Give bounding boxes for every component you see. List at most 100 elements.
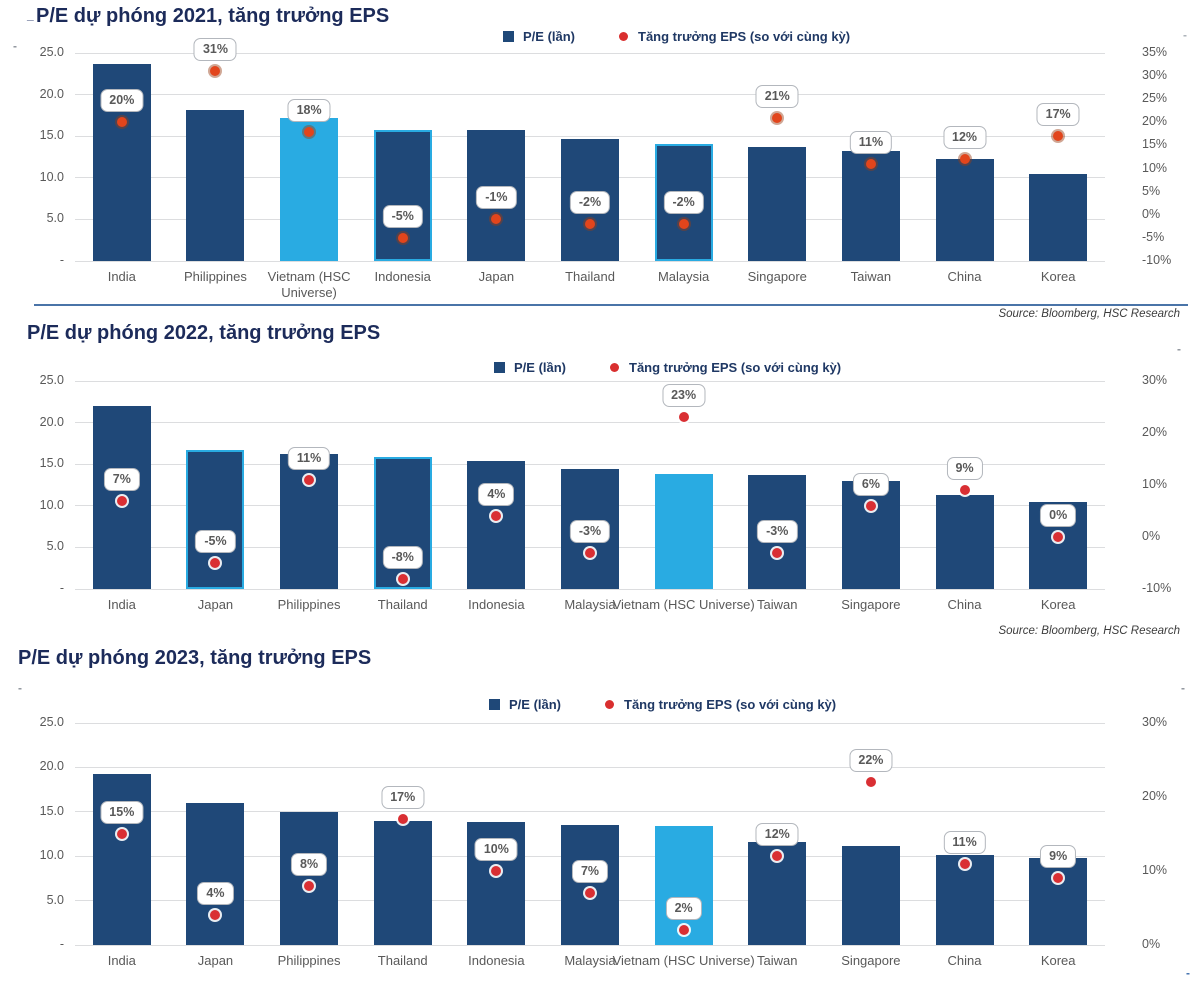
gridline	[75, 52, 1105, 54]
x-label-china: China	[947, 269, 982, 284]
pe-legend-marker-icon	[503, 31, 514, 42]
x-label-japan: Japan	[197, 953, 234, 968]
right-axis-tick: 0%	[1142, 529, 1161, 543]
bar-taiwan	[841, 151, 900, 261]
artifact-dash: -	[18, 681, 22, 695]
eps-label-china: 11%	[943, 830, 986, 854]
eps-dot-vietnam-hsc-universe	[678, 925, 689, 936]
eps-label-korea: 0%	[1040, 504, 1077, 527]
artifact-dash: -	[13, 39, 17, 53]
x-label-philippines: Philippines	[277, 953, 341, 968]
right-axis-tick: 20%	[1142, 114, 1168, 129]
eps-dot-india	[116, 495, 127, 506]
x-label-singapore: Singapore	[747, 269, 807, 284]
artifact-dash: -	[1177, 342, 1181, 356]
eps-dot-singapore	[772, 112, 783, 123]
eps-label-malaysia: 7%	[571, 860, 609, 884]
eps-dot-china	[959, 858, 970, 869]
eps-dot-china	[959, 154, 970, 165]
source-note-2022: Source: Bloomberg, HSC Research	[998, 625, 1180, 637]
bar-korea	[1029, 173, 1088, 261]
eps-dot-malaysia	[585, 547, 595, 558]
x-label-china: China	[947, 953, 982, 968]
bar-thailand	[373, 820, 432, 945]
eps-label-philippines: 8%	[291, 852, 328, 876]
gridline	[75, 135, 1105, 137]
left-axis-tick: 15.0	[39, 128, 64, 143]
eps-label-thailand: 17%	[381, 786, 425, 810]
left-axis-tick: 10.0	[39, 848, 64, 863]
right-axis-tick: 30%	[1142, 68, 1168, 83]
eps-dot-japan	[491, 214, 502, 225]
left-axis-tick: 20.0	[39, 86, 64, 101]
eps-dot-thailand	[397, 573, 408, 584]
eps-dot-japan	[210, 910, 221, 921]
eps-label-singapore: 21%	[755, 84, 799, 108]
bar-philippines	[186, 109, 245, 261]
eps-label-vietnam-hsc-universe: 23%	[662, 384, 706, 408]
artifact-dash: -	[1186, 966, 1190, 980]
gridline	[75, 588, 1105, 590]
chart-2023-legend: P/E (lần) Tăng trưởng EPS (so với cùng k…	[489, 697, 836, 712]
left-axis-tick: -	[59, 253, 64, 267]
eps-label-japan: -5%	[195, 530, 236, 553]
eps-label-malaysia: -2%	[663, 191, 704, 215]
chart-2022-title: P/E dự phóng 2022, tăng trưởng EPS	[27, 322, 381, 344]
bar-india	[92, 773, 151, 945]
eps-dot-taiwan	[865, 158, 876, 169]
x-label-indonesia: Indonesia	[468, 597, 525, 612]
x-label-malaysia: Malaysia	[657, 269, 710, 284]
eps-label-china: 9%	[946, 457, 983, 481]
bar-vietnam-hsc-universe	[280, 117, 339, 261]
gridline	[75, 811, 1105, 813]
eps-label-taiwan: 11%	[849, 130, 893, 154]
eps-legend-marker-icon	[605, 700, 615, 709]
eps-legend-label: Tăng trưởng EPS (so với cùng kỳ)	[629, 360, 842, 375]
x-label-china: China	[947, 597, 982, 612]
eps-label-indonesia: -5%	[382, 204, 423, 228]
x-label-malaysia: Malaysia	[564, 953, 616, 968]
eps-dot-korea	[1053, 873, 1064, 884]
eps-dot-india	[116, 117, 127, 128]
eps-dot-japan	[210, 558, 221, 568]
gridline	[75, 260, 1105, 262]
eps-dot-taiwan	[772, 547, 783, 558]
eps-label-china: 12%	[943, 126, 987, 150]
eps-label-japan: -1%	[476, 186, 517, 210]
eps-dot-thailand	[397, 814, 408, 825]
eps-dot-thailand	[585, 219, 595, 230]
source-note-2021: Source: Bloomberg, HSC Research	[998, 308, 1180, 320]
bar-china	[935, 494, 994, 589]
artifact-dash: -	[1181, 681, 1185, 695]
bar-singapore	[841, 480, 900, 589]
right-axis-tick: 10%	[1142, 160, 1168, 175]
eps-label-philippines: 31%	[193, 38, 237, 62]
eps-label-india: 15%	[100, 801, 144, 824]
right-axis-tick: 20%	[1142, 789, 1168, 803]
x-label-singapore: Singapore	[841, 953, 901, 968]
gridline	[75, 766, 1105, 768]
eps-label-taiwan: 12%	[755, 823, 799, 847]
eps-dot-vietnam-hsc-universe	[678, 412, 689, 423]
right-axis-tick: 0%	[1142, 937, 1161, 951]
x-label-thailand: Thailand	[565, 269, 615, 284]
eps-label-vietnam-hsc-universe: 2%	[665, 897, 702, 921]
x-label-korea: Korea	[1040, 269, 1076, 284]
artifact-dash: -	[1183, 28, 1187, 42]
bar-malaysia	[561, 825, 619, 945]
left-axis-tick: 20.0	[39, 759, 64, 774]
eps-label-philippines: 11%	[287, 446, 331, 470]
right-axis-tick: 10%	[1142, 477, 1168, 491]
left-axis-tick: 10.0	[39, 497, 64, 512]
eps-legend-label: Tăng trưởng EPS (so với cùng kỳ)	[638, 29, 851, 44]
eps-label-india: 20%	[100, 89, 144, 113]
gridline	[75, 944, 1105, 946]
bar-thailand	[373, 456, 432, 589]
eps-dot-korea	[1053, 131, 1064, 142]
pe-legend-marker-icon	[489, 699, 500, 710]
x-label-philippines: Philippines	[184, 269, 247, 284]
x-label-vietnam-hsc-universe: Vietnam (HSC Universe)	[612, 597, 755, 612]
eps-dot-korea	[1053, 532, 1064, 542]
